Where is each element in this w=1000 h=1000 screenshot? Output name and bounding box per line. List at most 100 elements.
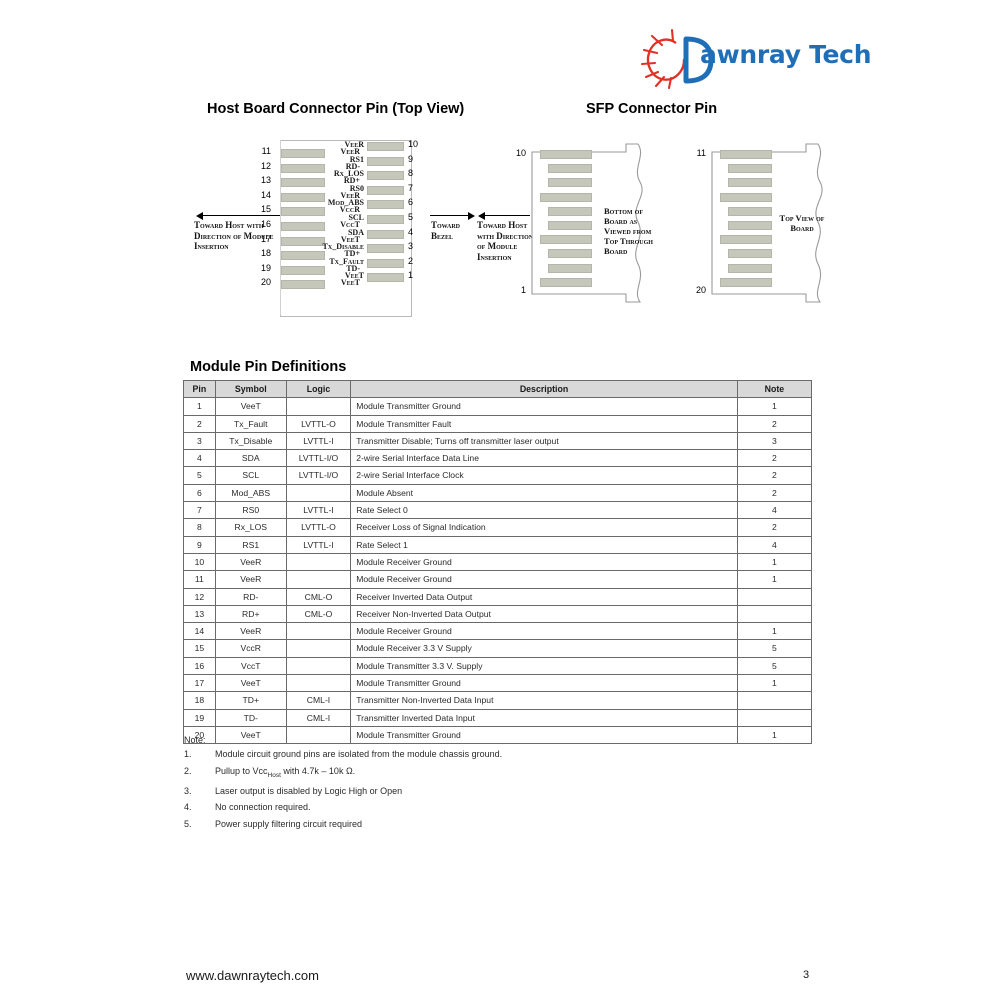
cell-description: Rate Select 0 xyxy=(350,501,738,520)
sfp-top-pad-5 xyxy=(728,206,772,216)
sfp-top-pin-11: 11 xyxy=(696,148,706,158)
toward-host-note: Toward Host with Direction of Module Ins… xyxy=(194,220,274,251)
host-right-pinnum-5: 5 xyxy=(408,212,414,222)
host-left-pinnum-20: 20 xyxy=(260,277,271,288)
host-right-pad-1 xyxy=(367,273,404,283)
cell-note xyxy=(736,604,813,624)
cell-symbol: RD- xyxy=(214,587,287,606)
host-right-pad-6 xyxy=(367,200,404,210)
cell-description: Module Absent xyxy=(350,483,738,503)
cell-description: Transmitter Inverted Data Input xyxy=(350,708,738,727)
module-pin-definitions-table: Pin Symbol Logic Description Note 1 VeeT M… xyxy=(183,379,813,745)
cell-logic xyxy=(285,674,352,693)
cell-description: 2-wire Serial Interface Data Line xyxy=(350,449,738,468)
cell-symbol: VeeR xyxy=(214,552,287,572)
cell-pin: 1 xyxy=(183,397,216,416)
host-left-pinnum-13: 13 xyxy=(260,175,271,186)
sfp-top-pad-3 xyxy=(728,178,772,188)
sfp-top-pad-2 xyxy=(728,164,772,174)
cell-note: 2 xyxy=(736,449,813,468)
col-header-description: Description xyxy=(350,379,738,399)
host-left-padlabel-11: VeeR xyxy=(340,147,360,156)
table-row: 2 Tx_Fault LVTTL-O Module Transmitter Fault… xyxy=(183,414,813,433)
cell-symbol: VeeT xyxy=(214,397,287,416)
cell-note: 2 xyxy=(736,518,813,537)
host-right-pinnum-1: 1 xyxy=(408,270,414,281)
company-logo: awnray Tech xyxy=(640,28,872,90)
host-right-padlabel-9: RS1 xyxy=(349,154,364,164)
logo-wordmark: awnray Tech xyxy=(700,40,872,69)
host-left-pinnum-12: 12 xyxy=(260,160,271,171)
cell-pin: 7 xyxy=(183,501,216,520)
toward-host-arrow-line-2 xyxy=(485,215,530,216)
cell-note: 2 xyxy=(736,466,813,485)
note-text: Power supply filtering circuit required xyxy=(215,818,363,829)
host-right-pad-7 xyxy=(367,185,404,195)
cell-description: Rate Select 1 xyxy=(350,535,738,554)
cell-pin: 9 xyxy=(183,535,216,554)
cell-logic: LVTTL-I xyxy=(285,431,352,451)
cell-pin: 14 xyxy=(183,622,216,641)
cell-symbol: RS1 xyxy=(214,535,287,554)
sfp-bottom-pad-7 xyxy=(540,235,592,245)
host-right-padlabel-7: RS0 xyxy=(349,183,364,193)
host-left-pinnum-14: 14 xyxy=(260,189,271,200)
note-item-1: 1. Module circuit ground pins are isolate… xyxy=(184,749,784,760)
sfp-top-pad-7 xyxy=(720,235,772,245)
host-right-pinnum-8: 8 xyxy=(408,168,414,179)
host-left-pad-20 xyxy=(281,280,325,290)
heading-module-pin-definitions: Module Pin Definitions xyxy=(190,359,347,375)
cell-description: Transmitter Non-Inverted Data Input xyxy=(350,691,738,710)
bottom-of-board-text: Bottom of Board as Viewed from Top Throu… xyxy=(604,206,653,256)
table-row: 5 SCL LVTTL-I/O 2-wire Serial Interface Clo… xyxy=(183,466,813,485)
col-header-note: Note xyxy=(736,379,813,399)
host-right-pad-5 xyxy=(367,215,404,224)
note-text: No connection required. xyxy=(215,802,311,813)
cell-logic: LVTTL-I xyxy=(285,535,352,554)
host-right-pad-2 xyxy=(367,258,404,268)
cell-symbol: SDA xyxy=(214,449,287,468)
cell-note: 4 xyxy=(736,501,813,520)
table-row: 11 VeeR Module Receiver Ground 1 xyxy=(183,570,813,589)
host-right-padlabel-6: Mod_ABS xyxy=(327,198,364,208)
table-row: 8 Rx_LOS LVTTL-O Receiver Loss of Signal In… xyxy=(183,518,813,537)
toward-bezel-arrow-head xyxy=(468,212,475,220)
cell-symbol: RD+ xyxy=(214,604,287,624)
note-item-5: 5. Power supply filtering circuit require… xyxy=(184,819,784,830)
host-right-pad-9 xyxy=(367,156,404,166)
cell-pin: 5 xyxy=(183,466,216,485)
table-row: 6 Mod_ABS Module Absent 2 xyxy=(183,483,813,503)
cell-note: 2 xyxy=(736,414,813,433)
cell-note: 2 xyxy=(736,483,813,503)
footer-url[interactable]: www.dawnraytech.com xyxy=(186,968,319,983)
cell-symbol: VccR xyxy=(214,639,287,658)
cell-symbol: VeeT xyxy=(214,674,287,693)
cell-pin: 8 xyxy=(183,518,216,537)
cell-note: 1 xyxy=(736,570,813,589)
cell-symbol: VccT xyxy=(214,656,287,676)
toward-host-note-2: Toward Host with Direction of Module Ins… xyxy=(477,220,534,262)
cell-logic xyxy=(285,656,352,676)
sfp-bottom-pin-1: 1 xyxy=(520,285,526,295)
cell-symbol: SCL xyxy=(214,466,287,485)
cell-logic: LVTTL-O xyxy=(285,414,352,433)
col-header-logic: Logic xyxy=(285,379,352,399)
table-row: 19 TD- CML-I Transmitter Inverted Data Inpu… xyxy=(183,708,813,727)
host-left-pinnum-17: 17 xyxy=(260,233,271,244)
note-number: 2. xyxy=(184,765,192,776)
connector-diagrams: Toward Host with Direction of Module Ins… xyxy=(0,130,1000,317)
table-row: 14 VeeR Module Receiver Ground 1 xyxy=(183,622,813,641)
sfp-bottom-pad-8 xyxy=(548,249,592,259)
cell-symbol: RS0 xyxy=(214,501,287,520)
cell-pin: 2 xyxy=(183,414,216,433)
toward-bezel-arrow-line xyxy=(430,215,470,216)
host-left-pad-18 xyxy=(281,251,325,261)
cell-symbol: VeeR xyxy=(214,622,287,641)
cell-description: Module Transmitter Ground xyxy=(350,674,738,693)
table-row: 1 VeeT Module Transmitter Ground 1 xyxy=(183,397,813,416)
cell-note: 1 xyxy=(736,552,813,572)
cell-logic: LVTTL-I xyxy=(285,501,352,520)
table-row: 20 VeeT Module Transmitter Ground 1 xyxy=(183,725,813,745)
host-left-padlabel-18: TD+ xyxy=(344,249,360,259)
